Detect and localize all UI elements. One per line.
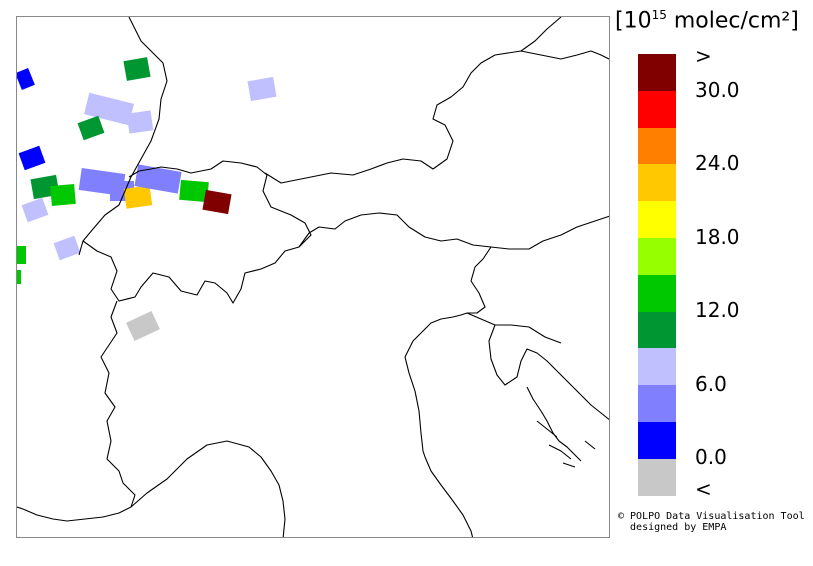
- observation-pixel: [247, 76, 277, 102]
- legend-swatch-11: [638, 458, 676, 496]
- unit-rest: molec/cm²]: [666, 8, 799, 34]
- legend-swatch-5: [638, 237, 676, 275]
- border-italy-slovenia: [466, 246, 562, 344]
- observation-pixel: [17, 68, 35, 90]
- observation-pixel: [53, 235, 81, 261]
- credit-line-2: designed by EMPA: [618, 522, 727, 533]
- border-switzerland: [82, 160, 312, 304]
- observation-pixel: [17, 270, 21, 284]
- legend-swatch-3: [638, 164, 676, 202]
- credit-text: © POLPO Data Visualisation Tool designed…: [618, 511, 805, 533]
- legend-tick-18: 18.0: [695, 225, 740, 249]
- legend-tick-6: 6.0: [695, 372, 727, 396]
- legend-swatch-7: [638, 311, 676, 349]
- legend-swatch-10: [638, 421, 676, 459]
- border-germany-austria: [264, 50, 609, 184]
- coast-croatia-islands: [526, 386, 596, 468]
- border-france-germany: [78, 17, 168, 256]
- coast-italy-south: [424, 456, 474, 537]
- column-pixel-layer: [17, 57, 277, 341]
- observation-pixel: [202, 189, 232, 215]
- legend-tick-over: >: [695, 44, 712, 68]
- legend-swatch-9: [638, 385, 676, 422]
- credit-line-1: © POLPO Data Visualisation Tool: [618, 511, 805, 522]
- legend-tick-30: 30.0: [695, 78, 740, 102]
- map-panel: [16, 16, 610, 538]
- observation-pixel: [18, 145, 46, 171]
- unit-base: [10: [615, 8, 652, 34]
- legend-tick-0: 0.0: [695, 445, 727, 469]
- border-germany-czech: [520, 17, 562, 52]
- legend-swatch-2: [638, 127, 676, 165]
- observation-pixel: [126, 311, 160, 341]
- country-borders: [17, 17, 609, 537]
- legend-tick-24: 24.0: [695, 151, 740, 175]
- observation-pixel: [77, 115, 105, 141]
- legend-swatch-8: [638, 348, 676, 386]
- observation-pixel: [134, 164, 182, 194]
- observation-pixel: [123, 57, 151, 81]
- map-canvas: [17, 17, 609, 537]
- unit-exponent: 15: [651, 8, 667, 22]
- border-austria-italy: [298, 212, 609, 250]
- border-france-italy: [17, 300, 136, 522]
- observation-pixel: [17, 246, 26, 264]
- legend-swatch-0: [638, 54, 676, 91]
- observation-pixel: [50, 183, 76, 207]
- legend-swatch-4: [638, 201, 676, 238]
- coast-venice: [412, 312, 468, 342]
- legend-swatch-1: [638, 90, 676, 128]
- legend-unit-title: [1015 molec/cm²]: [615, 8, 810, 33]
- color-scale-bar: [638, 54, 676, 496]
- observation-pixel: [21, 197, 49, 223]
- coast-istria: [488, 324, 609, 421]
- legend-tick-12: 12.0: [695, 298, 740, 322]
- coast-adriatic: [404, 340, 426, 458]
- legend-swatch-6: [638, 274, 676, 312]
- observation-pixel: [126, 110, 154, 134]
- observation-pixel: [179, 179, 209, 203]
- observation-pixel: [123, 185, 153, 209]
- coast-ligurian: [130, 440, 286, 537]
- legend-tick-under: <: [695, 477, 712, 501]
